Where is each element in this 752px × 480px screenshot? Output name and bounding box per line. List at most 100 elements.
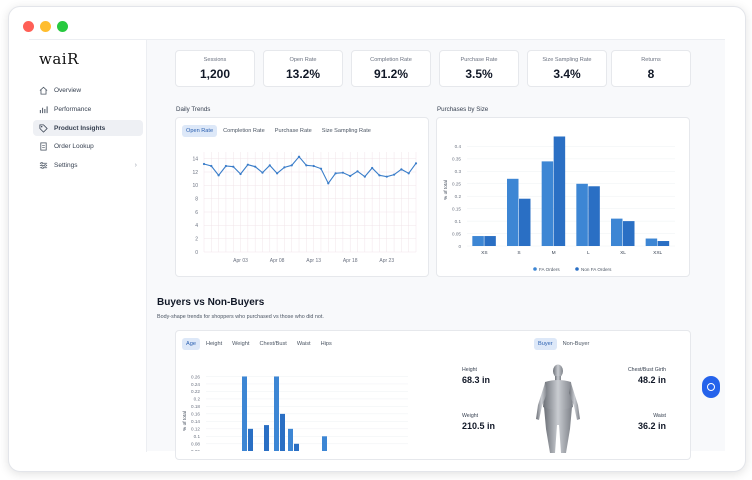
bar (280, 413, 285, 451)
y-tick-label: 12 (192, 170, 198, 176)
waist-label: Waist (653, 413, 666, 419)
sidebar-item-overview[interactable]: Overview (33, 82, 143, 98)
bar (507, 178, 519, 246)
y-tick-label: 0.1 (194, 434, 201, 439)
sidebar-item-label: Order Lookup (54, 142, 94, 150)
tab-height[interactable]: Height (205, 341, 223, 347)
data-point (305, 164, 308, 167)
kpi-value: 91.2% (373, 67, 409, 81)
tab-open-rate[interactable]: Open Rate (182, 125, 218, 137)
weight-label: Weight (462, 413, 479, 419)
y-tick-label: 14 (192, 156, 198, 162)
tab-weight[interactable]: Weight (232, 341, 250, 347)
tag-icon (39, 123, 48, 133)
sidebar-item-label: Settings (54, 161, 78, 169)
close-window-button[interactable] (23, 21, 34, 32)
series-line (203, 155, 417, 185)
sidebar-item-label: Performance (54, 105, 92, 113)
tab-hips[interactable]: Hips (320, 341, 332, 347)
data-point (341, 171, 344, 174)
toggle-non-buyer[interactable]: Non-Buyer (562, 341, 590, 347)
purchases-by-size-bar-chart: 0 0.05 0.1 0.15 0.2 0.25 0.3 0.35 0.4 % of total X… (443, 136, 675, 272)
y-tick-label: 0.1 (455, 219, 462, 224)
y-tick-label: 0.25 (452, 182, 461, 187)
maximize-window-button[interactable] (57, 21, 68, 32)
body-model-figure (536, 364, 580, 453)
document-icon (39, 141, 48, 151)
x-tick-label: M (552, 250, 556, 256)
data-point (217, 174, 220, 177)
data-point (290, 164, 293, 167)
y-tick-label: 2 (195, 236, 198, 242)
bar (274, 376, 279, 451)
tab-age[interactable]: Age (182, 338, 200, 350)
y-tick-label: 8 (195, 196, 198, 202)
y-tick-label: 10 (192, 183, 198, 189)
data-point (224, 164, 228, 168)
tab-completion-rate[interactable]: Completion Rate (223, 128, 265, 134)
kpi-label: Completion Rate (370, 57, 412, 63)
tab-purchase-rate[interactable]: Purchase Rate (274, 128, 312, 134)
kpi-label: Purchase Rate (460, 57, 498, 63)
bar (553, 136, 566, 246)
tab-size-sampling-rate[interactable]: Size Sampling Rate (321, 128, 371, 134)
y-tick-label: 0.24 (191, 382, 200, 387)
bar (248, 428, 253, 451)
minimize-window-button[interactable] (40, 21, 51, 32)
kpi-value: 1,200 (199, 67, 231, 81)
y-tick-label: 0 (458, 244, 461, 249)
toggle-buyer[interactable]: Buyer (534, 338, 557, 350)
sidebar-item-settings[interactable]: Settings › (33, 157, 143, 173)
y-tick-label: 0.05 (452, 231, 461, 236)
kpi-value: 3.4% (553, 67, 581, 81)
buyers-heading: Buyers vs Non-Buyers (157, 297, 265, 308)
y-tick-label: 0.06 (191, 449, 200, 451)
y-tick-label: 0.15 (452, 206, 461, 211)
x-tick-label: XL (620, 250, 626, 256)
tab-chest-bust[interactable]: Chest/Bust (259, 341, 287, 347)
browser-window: waiR Overview Performance Product Insigh… (8, 6, 746, 472)
sidebar-item-order-lookup[interactable]: Order Lookup (33, 138, 143, 154)
tab-waist[interactable]: Waist (296, 341, 311, 347)
sidebar-item-label: Overview (54, 86, 82, 94)
data-point (297, 155, 301, 158)
sidebar-item-performance[interactable]: Performance (33, 101, 143, 117)
sidebar-item-product-insights[interactable]: Product Insights (33, 120, 143, 136)
bar (242, 376, 247, 451)
data-point (261, 171, 264, 174)
kpi-label: Size Sampling Rate (542, 57, 592, 63)
main-content: Sessions 1,200 Open Rate 13.2% Completio… (147, 40, 725, 460)
y-tick-label: 0.3 (455, 169, 462, 174)
y-tick-label: 0.08 (191, 442, 200, 447)
data-point (414, 162, 418, 165)
x-tick-label: Apr 23 (379, 258, 394, 264)
chat-help-button[interactable] (702, 376, 720, 398)
data-point (334, 172, 337, 175)
x-tick-label: Apr 18 (343, 258, 358, 264)
x-tick-label: XXL (653, 250, 662, 256)
data-point (363, 175, 366, 178)
data-point (400, 168, 403, 171)
bar (294, 443, 299, 451)
bar (657, 241, 670, 246)
app-logo[interactable]: waiR (39, 50, 79, 68)
kpi-card-completion-rate: Completion Rate 91.2% (351, 50, 431, 87)
bar (623, 221, 635, 246)
daily-trends-label: Daily Trends (176, 106, 211, 113)
bar (484, 236, 496, 246)
buyers-subheading: Body-shape trends for shoppers who purch… (157, 314, 324, 320)
data-point (202, 162, 206, 166)
bar (264, 425, 269, 451)
x-tick-label: S (517, 250, 520, 256)
home-icon (39, 86, 48, 95)
y-tick-label: 4 (195, 223, 198, 229)
data-point (312, 164, 315, 168)
x-tick-label: XS (481, 250, 487, 256)
y-tick-label: 0.18 (191, 404, 200, 409)
y-tick-label: 0.26 (191, 374, 200, 379)
y-tick-label: 0.2 (455, 194, 462, 199)
bar (288, 428, 293, 451)
purchases-by-size-label: Purchases by Size (437, 106, 489, 113)
kpi-value: 8 (647, 67, 655, 81)
y-axis-label: % of total (182, 411, 188, 431)
